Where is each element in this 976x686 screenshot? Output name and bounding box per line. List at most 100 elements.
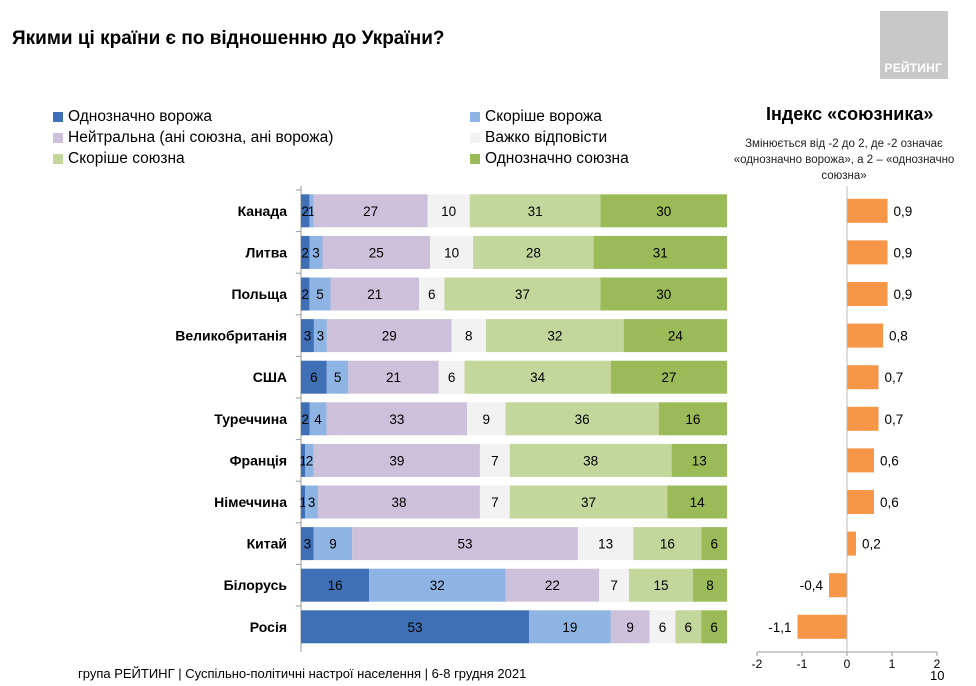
- bar-segment: [671, 443, 727, 477]
- index-bar: [847, 323, 883, 348]
- bar-value-label: 15: [653, 578, 668, 593]
- bar-segment: [301, 443, 306, 477]
- bar-segment: [649, 610, 676, 644]
- bar-segment: [464, 360, 611, 394]
- brand-logo: РЕЙТИНГ: [880, 11, 948, 79]
- category-label: Німеччина: [214, 494, 287, 510]
- index-bar: [829, 573, 847, 598]
- index-value-label: 0,7: [885, 412, 904, 427]
- bar-value-label: 13: [692, 453, 707, 468]
- bar-value-label: 32: [430, 578, 445, 593]
- legend-label-5: Скоріше союзна: [68, 150, 185, 167]
- bar-segment: [313, 194, 428, 228]
- legend-swatch-5: [53, 154, 63, 164]
- legend-item-6: Однозначно союзна: [470, 150, 629, 168]
- index-tick-label: -2: [752, 657, 763, 671]
- bar-segment: [610, 360, 727, 394]
- bar-value-label: 27: [363, 204, 378, 219]
- bar-value-label: 6: [685, 620, 693, 635]
- bar-value-label: 8: [465, 329, 473, 344]
- bar-segment: [301, 194, 310, 228]
- legend-swatch-3: [53, 133, 63, 143]
- index-value-label: 0,6: [880, 495, 899, 510]
- index-bar: [847, 531, 856, 556]
- bar-value-label: 3: [308, 495, 316, 510]
- legend-label-2: Скоріше ворожа: [485, 108, 602, 125]
- index-value-label: -0,4: [800, 578, 824, 593]
- bar-segment: [301, 402, 310, 436]
- bar-segment: [305, 443, 314, 477]
- category-label: Великобританія: [175, 328, 287, 344]
- bar-segment: [313, 319, 327, 353]
- bar-value-label: 24: [668, 329, 684, 344]
- bar-segment: [427, 194, 470, 228]
- bar-segment: [326, 319, 452, 353]
- brand-logo-text: РЕЙТИНГ: [884, 61, 942, 75]
- bar-value-label: 30: [656, 287, 671, 302]
- legend-label-6: Однозначно союзна: [485, 150, 629, 167]
- bar-segment: [479, 485, 510, 519]
- bar-segment: [369, 568, 506, 602]
- legend-swatch-1: [53, 112, 63, 122]
- bar-segment: [438, 360, 465, 394]
- bar-segment: [692, 568, 727, 602]
- legend-swatch-4: [470, 133, 480, 143]
- category-label: Канада: [238, 203, 288, 219]
- bar-value-label: 53: [408, 620, 423, 635]
- legend-swatch-2: [470, 112, 480, 122]
- bar-segment: [451, 319, 487, 353]
- bar-value-label: 29: [382, 329, 397, 344]
- legend-label-3: Нейтральна (ані союзна, ані ворожа): [68, 129, 334, 146]
- bar-value-label: 1: [299, 495, 307, 510]
- bar-value-label: 34: [530, 370, 546, 385]
- index-bar: [797, 614, 847, 639]
- bar-segment: [352, 527, 578, 561]
- category-label: США: [253, 369, 287, 385]
- bar-value-label: 37: [515, 287, 530, 302]
- bar-value-label: 6: [710, 537, 718, 552]
- bar-value-label: 2: [302, 412, 310, 427]
- bar-value-label: 14: [690, 495, 706, 510]
- bar-value-label: 31: [653, 245, 668, 260]
- bar-value-label: 10: [441, 204, 456, 219]
- bar-value-label: 1: [299, 453, 307, 468]
- bar-segment: [509, 443, 672, 477]
- bar-value-label: 2: [302, 245, 310, 260]
- bar-segment: [599, 568, 630, 602]
- legend-item-4: Важко відповісти: [470, 129, 607, 147]
- bar-segment: [509, 485, 668, 519]
- bar-segment: [309, 194, 314, 228]
- bar-segment: [322, 235, 431, 269]
- bar-segment: [430, 235, 474, 269]
- index-value-label: 0,8: [889, 329, 908, 344]
- bar-value-label: 30: [656, 204, 671, 219]
- bar-segment: [301, 277, 310, 311]
- index-value-label: 0,9: [894, 245, 913, 260]
- bar-segment: [309, 402, 327, 436]
- bar-value-label: 27: [661, 370, 676, 385]
- bar-segment: [610, 610, 650, 644]
- index-bar: [847, 406, 879, 431]
- index-value-label: 0,2: [862, 537, 881, 552]
- index-title: Індекс «союзника»: [766, 104, 934, 124]
- bar-value-label: 33: [389, 412, 404, 427]
- bar-value-label: 5: [334, 370, 342, 385]
- bar-value-label: 9: [483, 412, 491, 427]
- index-value-label: -1,1: [768, 620, 791, 635]
- index-bar: [847, 198, 888, 223]
- category-label: Польща: [231, 286, 287, 302]
- bar-segment: [658, 402, 727, 436]
- bar-value-label: 3: [304, 537, 312, 552]
- category-label: Туреччина: [214, 411, 287, 427]
- bar-value-label: 9: [329, 537, 337, 552]
- index-tick-label: 0: [844, 657, 851, 671]
- index-bar: [847, 490, 874, 514]
- bar-value-label: 39: [389, 453, 404, 468]
- bar-value-label: 3: [304, 329, 312, 344]
- bar-segment: [701, 610, 727, 644]
- bar-segment: [301, 568, 370, 602]
- bar-segment: [633, 527, 702, 561]
- bar-value-label: 16: [328, 578, 343, 593]
- index-value-label: 0,9: [894, 287, 913, 302]
- bar-segment: [301, 319, 314, 353]
